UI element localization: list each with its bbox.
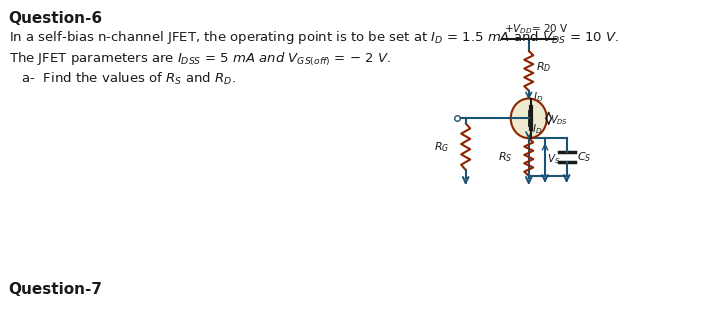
Text: $+ V_{DD}$= 20 V: $+ V_{DD}$= 20 V [503, 22, 569, 36]
Text: $R_G$: $R_G$ [434, 140, 450, 154]
Text: $V_{DS}$: $V_{DS}$ [549, 114, 567, 127]
Text: Question-7: Question-7 [9, 282, 103, 297]
Text: In a self-bias n-channel JFET, the operating point is to be set at $\mathit{I_D}: In a self-bias n-channel JFET, the opera… [9, 29, 619, 46]
Text: a-  Find the values of $\mathit{R_S}$ and $\mathit{R_D}$.: a- Find the values of $\mathit{R_S}$ and… [9, 71, 235, 87]
Text: $C_S$: $C_S$ [577, 150, 592, 164]
Text: Question-6: Question-6 [9, 11, 103, 26]
Text: $I_D$: $I_D$ [532, 122, 542, 136]
Text: $V_S$: $V_S$ [547, 152, 560, 166]
Text: $I_D$: $I_D$ [533, 91, 544, 104]
Circle shape [510, 99, 547, 138]
Text: $R_S$: $R_S$ [498, 150, 513, 164]
Text: $R_D$: $R_D$ [536, 60, 552, 74]
Text: The JFET parameters are $\mathit{I_{DSS}}$ = $\mathbf{\mathit{5\ mA}}$ $\mathbf{: The JFET parameters are $\mathit{I_{DSS}… [9, 51, 391, 68]
